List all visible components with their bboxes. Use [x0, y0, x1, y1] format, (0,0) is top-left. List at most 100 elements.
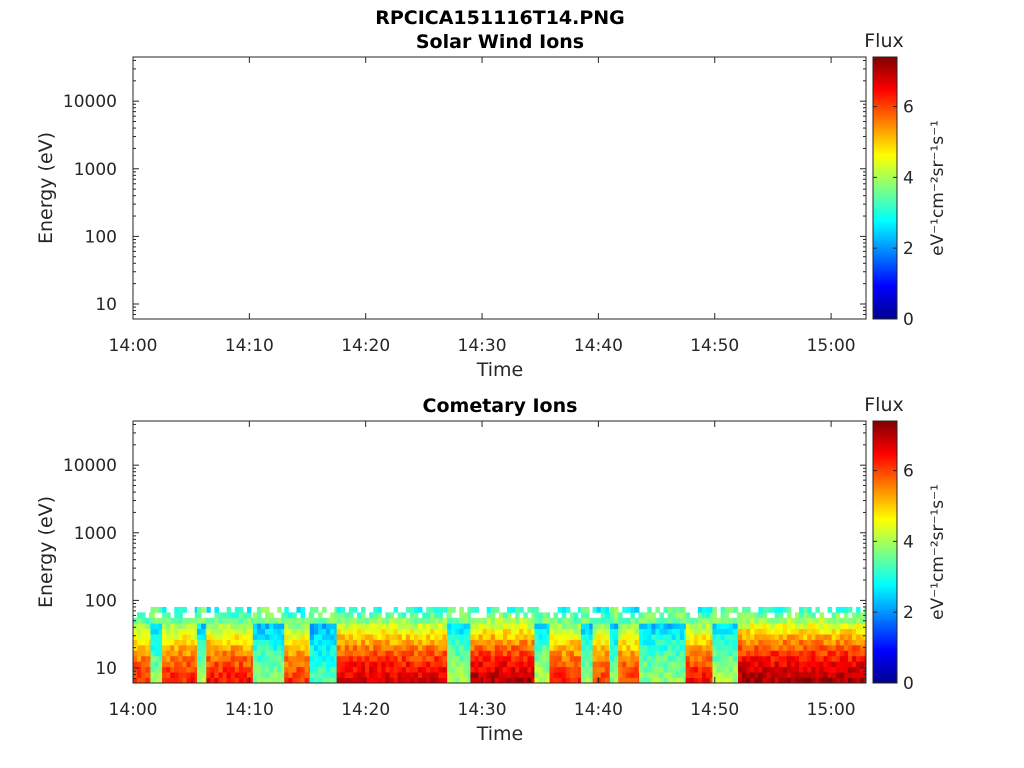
spectrogram-cell: [811, 612, 816, 619]
spectrogram-cell: [438, 661, 443, 668]
spectrogram-cell: [561, 612, 567, 619]
spectrogram-cell: [150, 666, 155, 673]
spectrogram-cell: [334, 661, 338, 668]
spectrogram-cell: [604, 639, 610, 646]
spectrogram-cell: [573, 666, 579, 673]
spectrogram-cell: [348, 672, 354, 678]
spectrogram-cell: [839, 606, 845, 613]
spectrogram-cell: [736, 628, 739, 635]
spectrogram-cell: [422, 612, 427, 619]
spectrogram-cell: [527, 634, 532, 640]
spectrogram-cell: [174, 612, 179, 619]
spectrogram-cell: [710, 644, 713, 651]
spectrogram-cell: [736, 650, 739, 657]
spectrogram-cell: [683, 612, 687, 619]
spectrogram-cell: [455, 644, 460, 651]
spectrogram-cell: [685, 623, 691, 630]
spectrogram-cell: [300, 612, 306, 619]
spectrogram-cell: [803, 677, 808, 684]
spectrogram-cell: [273, 661, 278, 668]
spectrogram-cell: [701, 644, 707, 651]
spectrogram-cell: [647, 623, 652, 630]
spectrogram-cell: [256, 639, 262, 646]
spectrogram-cell: [831, 677, 837, 684]
spectrogram-cell: [667, 606, 673, 613]
spectrogram-cell: [728, 677, 734, 684]
spectrogram-cell: [300, 639, 306, 646]
spectrogram-cell: [486, 606, 492, 613]
spectrogram-cell: [786, 634, 792, 640]
spectrogram-cell: [738, 672, 743, 678]
spectrogram-cell: [515, 623, 520, 630]
spectrogram-cell: [490, 661, 496, 668]
spectrogram-cell: [799, 677, 804, 684]
spectrogram-cell: [614, 639, 619, 646]
spectrogram-cell: [162, 612, 167, 619]
spectrogram-cell: [647, 666, 652, 673]
spectrogram-cell: [490, 606, 496, 613]
spectrogram-cell: [322, 606, 327, 613]
spectrogram-cell: [442, 639, 447, 646]
spectrogram-cell: [251, 672, 254, 678]
x-tick-label: 14:40: [574, 336, 623, 356]
spectrogram-cell: [643, 650, 648, 657]
spectrogram-cell: [434, 644, 439, 651]
spectrogram-cell: [304, 634, 310, 640]
spectrogram-cell: [340, 639, 346, 646]
spectrogram-cell: [322, 677, 327, 684]
spectrogram-cell: [182, 666, 187, 673]
spectrogram-cell: [405, 617, 411, 624]
spectrogram-cell: [852, 644, 857, 651]
spectrogram-cell: [288, 612, 293, 619]
spectrogram-cell: [196, 612, 202, 619]
spectrogram-cell: [720, 644, 726, 651]
spectrogram-cell: [150, 612, 155, 619]
spectrogram-cell: [782, 650, 788, 657]
spectrogram-cell: [234, 628, 240, 635]
spectrogram-cell: [296, 650, 301, 657]
spectrogram-cell: [683, 650, 687, 657]
spectrogram-cell: [361, 628, 366, 635]
spectrogram-cell: [330, 628, 335, 635]
spectrogram-cell: [790, 655, 796, 662]
spectrogram-cell: [413, 634, 419, 640]
spectrogram-cell: [222, 612, 228, 619]
spectrogram-cell: [728, 634, 734, 640]
spectrogram-cell: [369, 628, 374, 635]
spectrogram-cell: [774, 628, 780, 635]
spectrogram-cell: [546, 661, 550, 668]
spectrogram-cell: [604, 606, 610, 613]
spectrogram-cell: [470, 677, 475, 684]
spectrogram-cell: [683, 644, 687, 651]
spectrogram-cell: [807, 677, 812, 684]
spectrogram-cell: [534, 666, 539, 673]
spectrogram-cell: [226, 672, 232, 678]
spectrogram-cell: [758, 639, 763, 646]
spectrogram-cell: [230, 650, 236, 657]
spectrogram-cell: [149, 623, 151, 630]
spectrogram-cell: [663, 672, 669, 678]
spectrogram-cell: [154, 617, 159, 624]
spectrogram-cell: [754, 628, 759, 635]
spectrogram-cell: [281, 644, 285, 651]
spectrogram-cell: [738, 655, 743, 662]
spectrogram-cell: [527, 639, 532, 646]
spectrogram-cell: [667, 612, 673, 619]
spectrogram-cell: [309, 623, 315, 630]
spectrogram-cell: [546, 617, 550, 624]
spectrogram-cell: [269, 623, 274, 630]
spectrogram-cell: [758, 617, 763, 624]
spectrogram-cell: [507, 666, 512, 673]
spectrogram-cell: [205, 639, 207, 646]
spectrogram-cell: [166, 612, 171, 619]
spectrogram-cell: [610, 672, 615, 678]
spectrogram-cell: [610, 639, 615, 646]
spectrogram-cell: [201, 628, 206, 635]
spectrogram-cell: [860, 639, 865, 646]
spectrogram-cell: [182, 644, 187, 651]
spectrogram-cell: [467, 617, 471, 624]
spectrogram-cell: [137, 612, 142, 619]
spectrogram-cell: [638, 606, 640, 613]
spectrogram-cell: [634, 677, 639, 684]
spectrogram-cell: [210, 672, 215, 678]
